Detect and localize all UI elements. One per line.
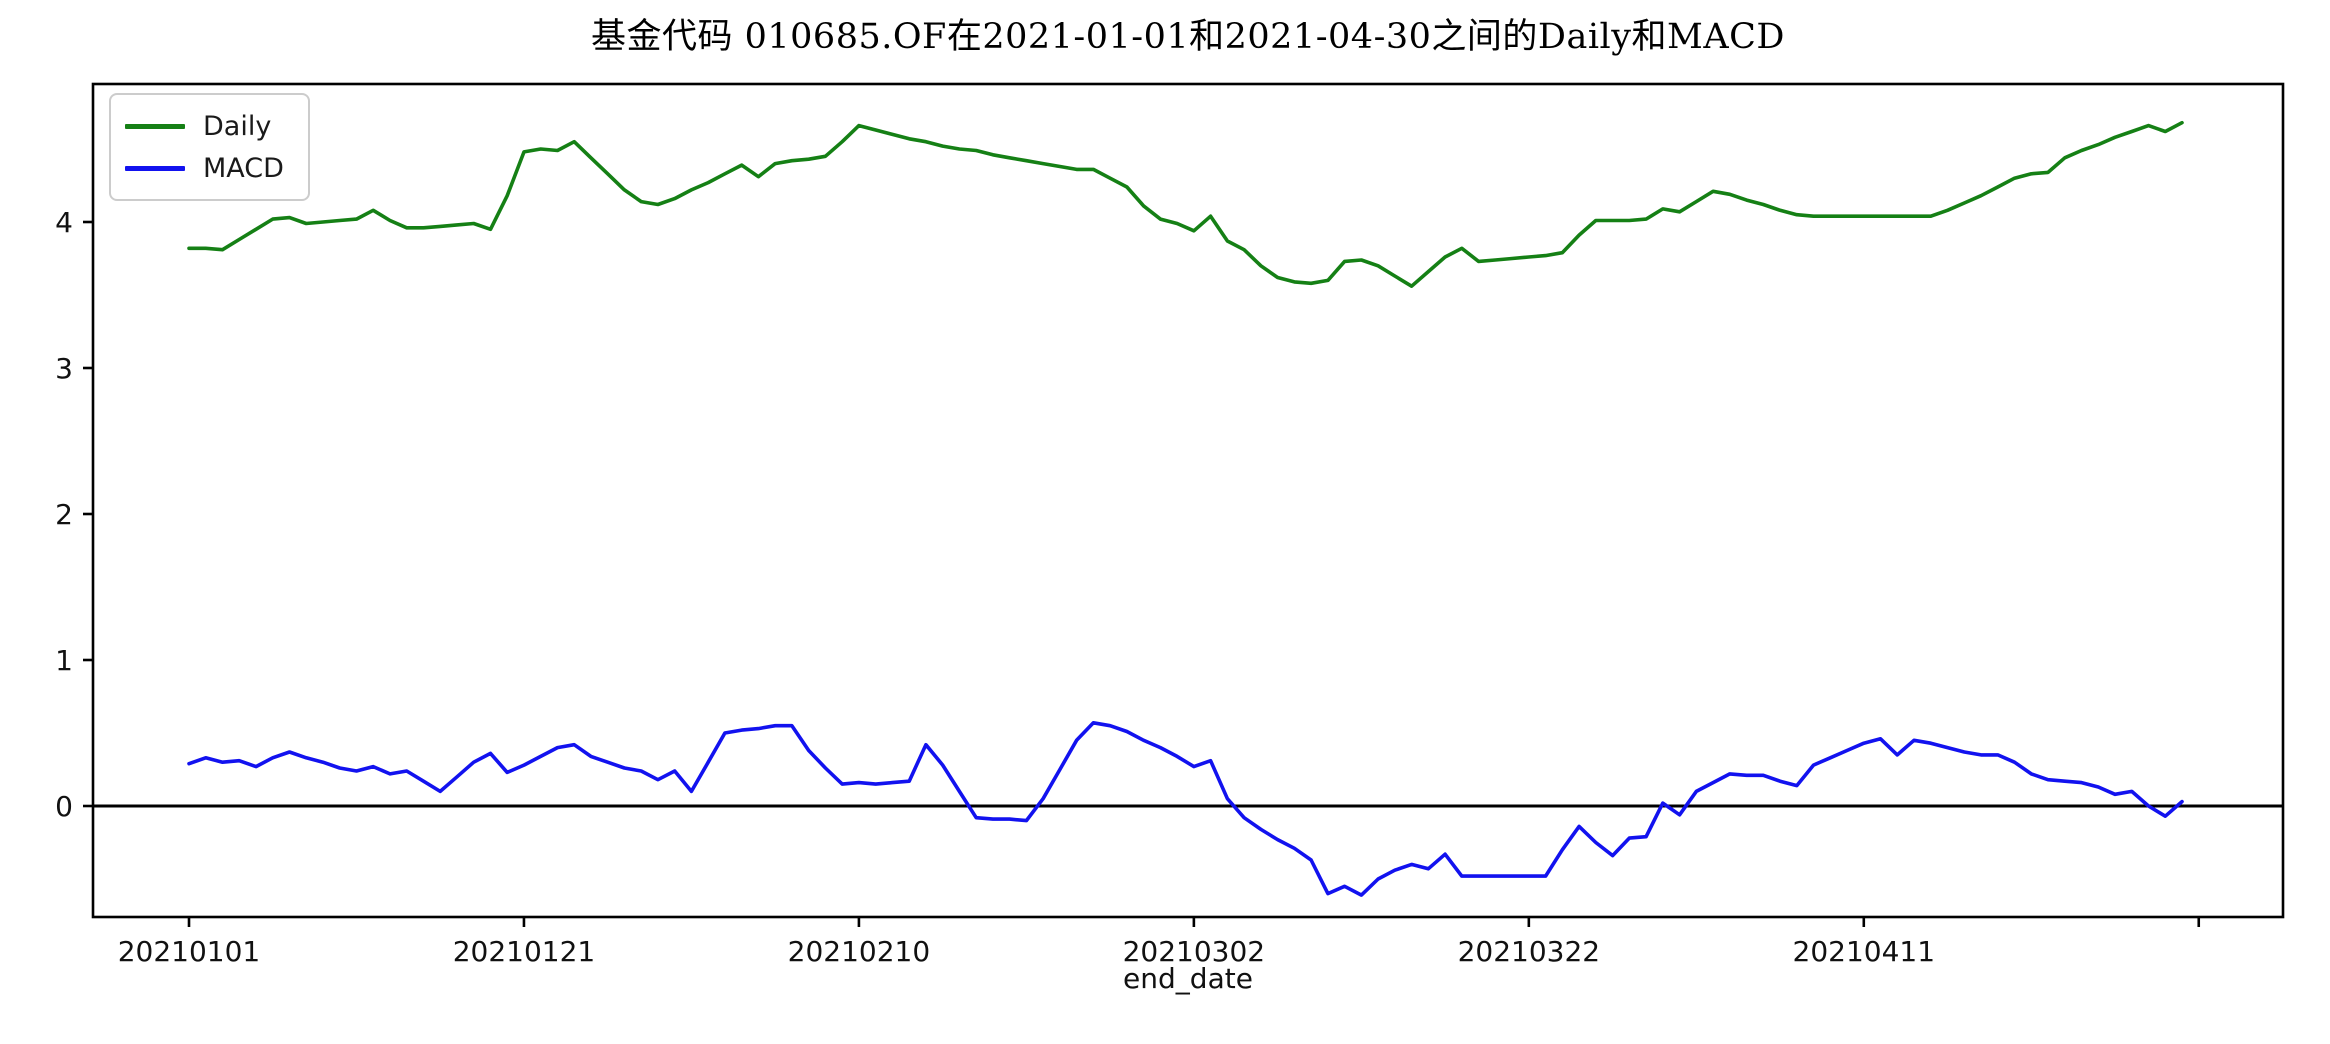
x-tick-label: 20210101 xyxy=(118,935,261,968)
x-tick-label: 20210121 xyxy=(453,935,596,968)
series-line-macd xyxy=(187,720,2184,897)
x-tick-label: 20210322 xyxy=(1458,935,1601,968)
series-line-daily xyxy=(187,120,2184,289)
x-tick-label: 20210411 xyxy=(1793,935,1936,968)
x-axis-label: end_date xyxy=(1123,962,1253,995)
y-tick-label: 3 xyxy=(55,352,73,385)
legend-label-macd: MACD xyxy=(203,152,284,184)
daily-line-swatch xyxy=(125,123,185,129)
legend-label-daily: Daily xyxy=(203,110,272,142)
legend-item-macd: MACD xyxy=(125,147,284,189)
macd-line-swatch xyxy=(125,165,185,171)
legend-item-daily: Daily xyxy=(125,105,284,147)
y-tick-label: 2 xyxy=(55,498,73,531)
y-tick-label: 4 xyxy=(55,206,73,239)
axes-spines xyxy=(91,82,2285,919)
x-tick-label: 20210210 xyxy=(788,935,931,968)
y-tick-label: 0 xyxy=(55,790,73,823)
chart-title: 基金代码 010685.OF在2021-01-01和2021-04-30之间的D… xyxy=(591,17,1785,57)
x-tick-label: 20210302 xyxy=(1123,935,1266,968)
y-tick-label: 1 xyxy=(55,644,73,677)
legend: Daily MACD xyxy=(109,93,310,201)
